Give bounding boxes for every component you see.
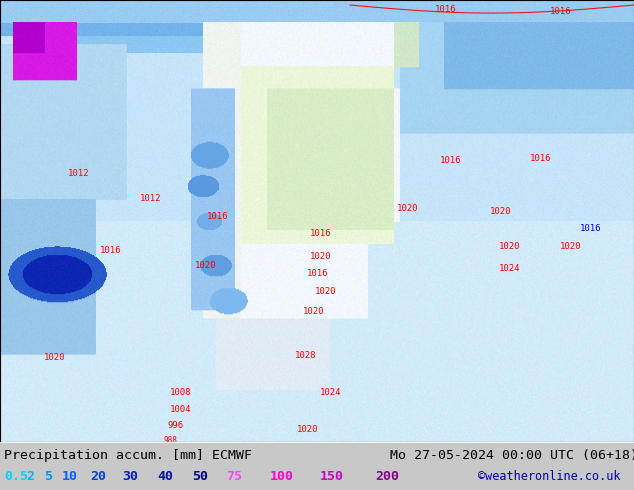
Text: 1016: 1016 [440, 156, 462, 165]
Text: 0.5: 0.5 [4, 470, 28, 484]
Text: 40: 40 [157, 470, 173, 484]
Text: 1012: 1012 [140, 194, 162, 203]
Text: 996: 996 [167, 421, 183, 430]
Text: 1024: 1024 [320, 388, 342, 397]
Text: 1008: 1008 [170, 388, 191, 397]
Text: 30: 30 [122, 470, 138, 484]
Text: 1016: 1016 [550, 7, 571, 16]
Text: 10: 10 [62, 470, 78, 484]
Text: 1016: 1016 [435, 5, 456, 14]
Text: 1020: 1020 [310, 252, 332, 261]
Text: 50: 50 [192, 470, 208, 484]
Text: ©weatheronline.co.uk: ©weatheronline.co.uk [478, 470, 621, 484]
Text: 100: 100 [270, 470, 294, 484]
Text: 1020: 1020 [303, 307, 325, 317]
Text: 1016: 1016 [530, 154, 552, 163]
Text: 1012: 1012 [68, 169, 89, 178]
Text: 988: 988 [163, 436, 177, 445]
Text: 1020: 1020 [490, 207, 512, 216]
Text: 1016: 1016 [580, 224, 602, 233]
Text: 1016: 1016 [100, 246, 122, 255]
Text: 5: 5 [44, 470, 52, 484]
Text: 200: 200 [375, 470, 399, 484]
Text: 1020: 1020 [560, 242, 581, 251]
Text: 1016: 1016 [297, 442, 318, 451]
Text: 1024: 1024 [499, 264, 521, 273]
Text: Mo 27-05-2024 00:00 UTC (06+18): Mo 27-05-2024 00:00 UTC (06+18) [390, 449, 634, 463]
Text: 1016: 1016 [307, 269, 328, 278]
Text: 1020: 1020 [44, 353, 65, 362]
Text: Precipitation accum. [mm] ECMWF: Precipitation accum. [mm] ECMWF [4, 449, 252, 463]
Text: 1004: 1004 [170, 405, 191, 414]
Text: 1020: 1020 [195, 261, 216, 270]
Text: 150: 150 [320, 470, 344, 484]
Text: 75: 75 [226, 470, 242, 484]
Text: 1016: 1016 [310, 229, 332, 238]
Text: 1020: 1020 [499, 242, 521, 251]
Text: 1020: 1020 [315, 287, 337, 296]
Text: 1020: 1020 [397, 204, 418, 213]
Text: 2: 2 [26, 470, 34, 484]
Text: 1016: 1016 [207, 212, 228, 221]
Text: 20: 20 [90, 470, 106, 484]
Text: 1028: 1028 [295, 351, 316, 360]
Text: 1020: 1020 [297, 425, 318, 434]
